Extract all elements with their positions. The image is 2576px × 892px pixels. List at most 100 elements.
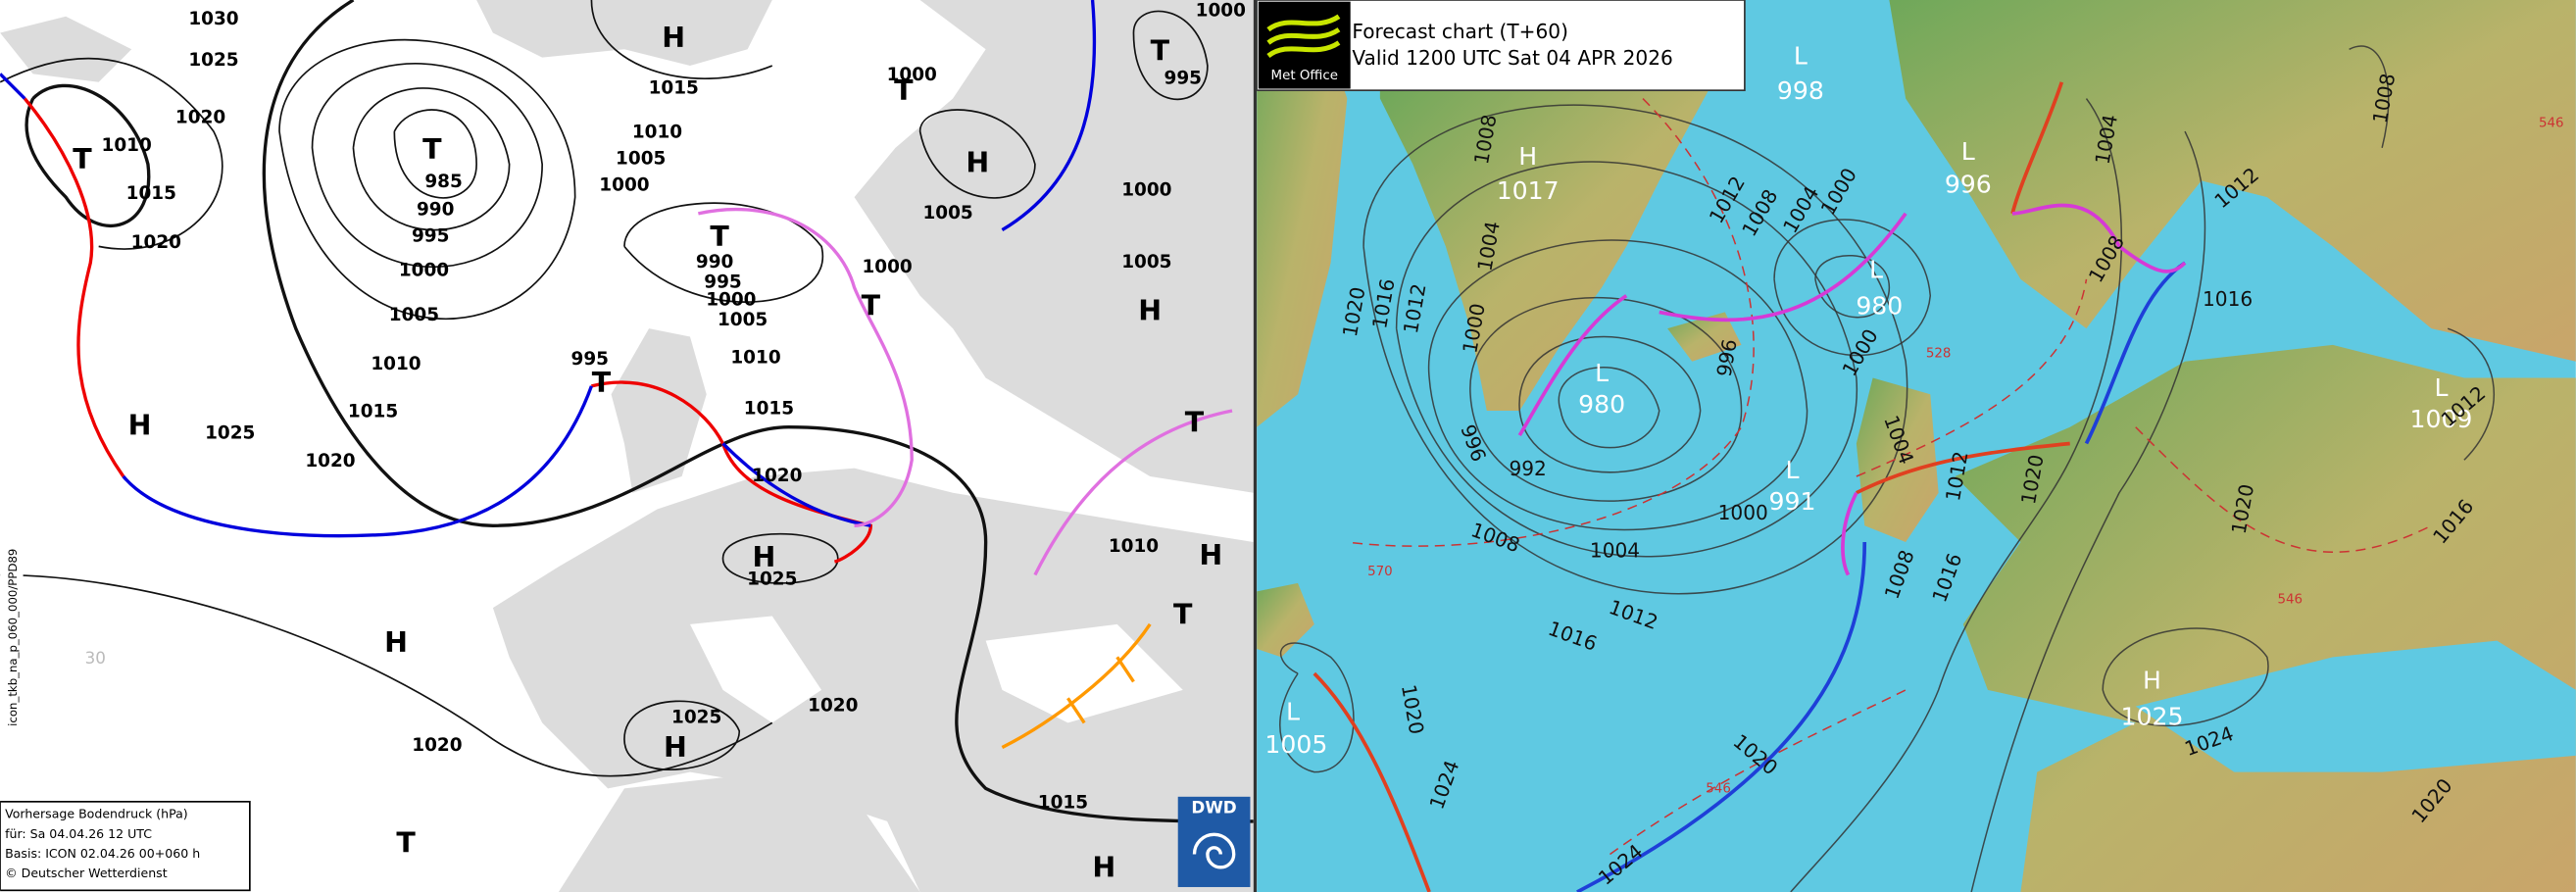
side-label: icon_tkb_na_p_060_000/PPD89 <box>6 549 20 726</box>
isobar-label: 1000 <box>1121 179 1171 200</box>
isobar-label: 995 <box>704 272 741 292</box>
chart-title: Forecast chart (T+60) <box>1352 20 1568 43</box>
isobar <box>623 202 824 303</box>
isobar-label: 1015 <box>744 398 794 419</box>
isobar-label: 1015 <box>348 402 398 422</box>
isobar-label: 985 <box>424 172 462 192</box>
isobar <box>1773 219 1932 357</box>
divider <box>1253 0 1258 892</box>
land-north <box>0 16 132 82</box>
dwd-swirl <box>1192 832 1236 869</box>
pressure-centre: T <box>1173 598 1193 630</box>
pressure-centre: L <box>1869 256 1883 284</box>
pressure-centre: T <box>592 367 612 399</box>
isobar-label: 990 <box>696 252 733 273</box>
pressure-centre: T <box>710 221 729 253</box>
land-europe <box>492 468 1254 892</box>
isobar-label: 995 <box>412 225 449 246</box>
isobar-label: 1025 <box>205 422 255 443</box>
isobar-label: 1025 <box>671 707 721 727</box>
pressure-centre: 980 <box>1578 390 1625 419</box>
thickness-label: 546 <box>2278 593 2304 608</box>
footer-text: für: Sa 04.04.26 12 UTC <box>5 826 152 841</box>
pressure-centre: T <box>1185 406 1205 438</box>
thickness-label: 528 <box>1926 346 1952 361</box>
isobar <box>0 57 223 250</box>
isobar-bold <box>25 83 151 227</box>
land-greenland <box>476 0 772 67</box>
pressure-centre: H <box>1138 294 1162 326</box>
isobar <box>352 87 511 231</box>
isobar-bold <box>262 0 1254 823</box>
isobar <box>278 38 576 321</box>
isobar-label: 1004 <box>1590 539 1640 563</box>
sea-aegean <box>985 623 1183 723</box>
pressure-centre: H <box>1518 142 1537 171</box>
dwd-logo-text: DWD <box>1191 798 1236 818</box>
logo-text: Met Office <box>1271 69 1338 83</box>
isobar-label: 1000 <box>887 65 937 85</box>
land-scandinavia <box>1889 0 2576 362</box>
isobar-label: 1020 <box>752 466 802 486</box>
pressure-centre: L <box>1286 697 1300 725</box>
isobar-label: 1020 <box>131 232 181 253</box>
metoffice-panel: Met Office Forecast chart (T+60) Valid 1… <box>1257 0 2576 892</box>
isobar <box>623 700 741 770</box>
pressure-centre: H <box>128 410 152 442</box>
pressure-centre: L <box>2434 373 2448 402</box>
isobar <box>1518 335 1702 473</box>
isobar-label: 1000 <box>599 174 649 195</box>
isobar <box>721 532 839 584</box>
pressure-centre: H <box>1199 539 1222 571</box>
isobar <box>1362 104 1908 595</box>
isobar-label: 1010 <box>1109 536 1159 557</box>
isobar-label: 1010 <box>632 123 682 143</box>
occluded-front <box>697 207 1233 576</box>
isobar-label: 1010 <box>730 347 780 368</box>
land-iceland <box>1667 312 1742 362</box>
isobar-label: 1016 <box>2203 287 2253 311</box>
thickness-label: 570 <box>1367 565 1393 579</box>
isobar <box>311 63 543 268</box>
isobar-label: 1015 <box>1038 793 1088 814</box>
isobar-label: 995 <box>571 349 609 370</box>
logo-waves <box>1266 14 1341 59</box>
pressure-centre: T <box>862 289 881 322</box>
land-greenland <box>1379 90 1709 411</box>
isobar <box>0 573 773 777</box>
pressure-centre: T <box>422 133 442 166</box>
cold-front <box>1001 0 1097 232</box>
isobar-label: 1005 <box>389 305 439 325</box>
pressure-centre: H <box>384 626 408 659</box>
pressure-centre: T <box>1151 35 1170 68</box>
isobar <box>393 109 477 199</box>
isobar <box>1814 254 1891 319</box>
thickness-label: 546 <box>2539 117 2564 131</box>
dwd-panel: Vorhersage Bodendruck (hPa) für: Sa 04.0… <box>0 0 1254 892</box>
isobar-label: 1000 <box>862 257 912 277</box>
dwd-logo <box>1177 796 1251 887</box>
valid-time: Valid 1200 UTC Sat 04 APR 2026 <box>1352 46 1672 70</box>
pressure-centre: L <box>1785 456 1799 484</box>
isobar <box>2102 627 2269 727</box>
isobar <box>1132 10 1209 101</box>
trough <box>1001 622 1152 750</box>
isobar-label: 1005 <box>616 149 666 170</box>
isobar-label: 1020 <box>305 451 355 471</box>
land-scandinavia <box>854 0 1254 493</box>
isobar <box>1558 367 1660 449</box>
isobar-label: 1020 <box>175 108 225 128</box>
pressure-centre: H <box>752 541 775 573</box>
cold-front <box>0 73 871 538</box>
side-label-bg <box>0 525 24 748</box>
isobar <box>590 0 773 79</box>
pressure-centre: H <box>662 22 685 54</box>
sea-med <box>2135 640 2576 772</box>
isobar-label: 1005 <box>718 310 768 330</box>
isobar-label: 1010 <box>102 135 152 156</box>
pressure-centre: H <box>664 731 687 764</box>
thickness-label: 546 <box>1706 781 1731 796</box>
isobar-label: 1005 <box>1121 252 1171 273</box>
